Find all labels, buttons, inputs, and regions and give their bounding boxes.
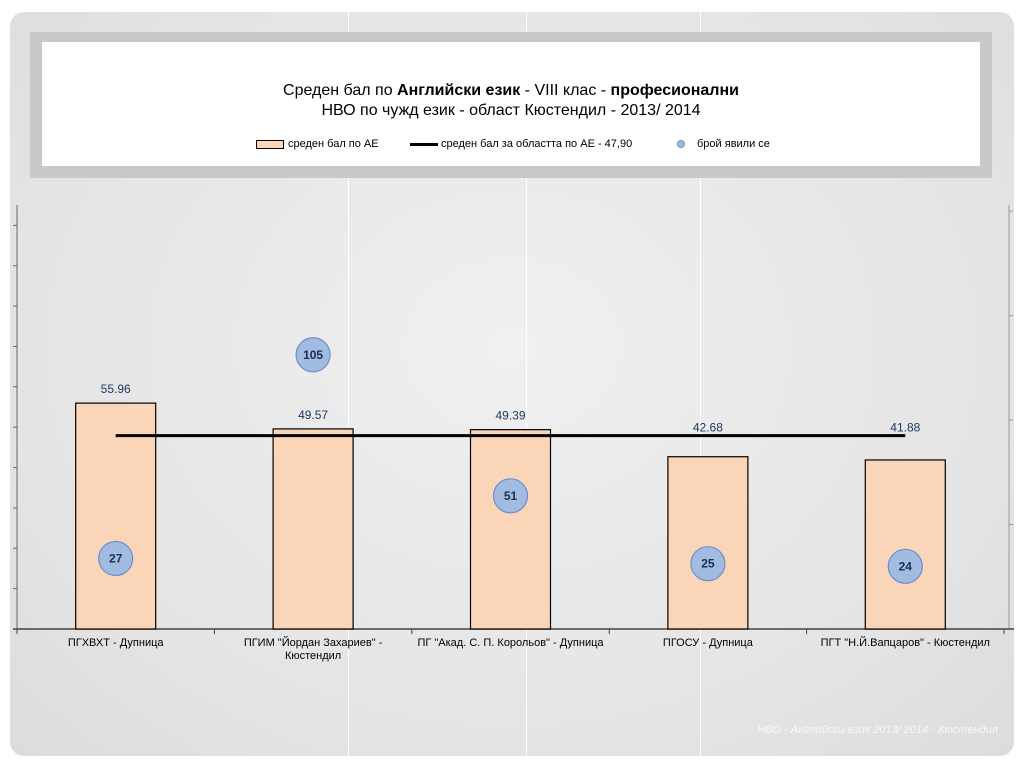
- bar: [272, 428, 354, 630]
- title-part-bold: Английски език: [397, 82, 521, 99]
- chart-plot-area: 55.96 49.57 49.39 42.68 41.88 27 105 51 25 24 ПГХВ…: [13, 205, 1014, 662]
- title-part: - VIII клас -: [520, 82, 611, 99]
- legend-swatch-line: [410, 142, 438, 146]
- legend-swatch-dot: [677, 140, 685, 148]
- slide-background: 55.96 49.57 49.39 42.68 41.88 27 105 51 25 24 ПГХВ…: [10, 12, 1014, 756]
- participants-bubble: [98, 540, 134, 577]
- legend-item-bubbles: брой явили се: [677, 134, 770, 154]
- category-label: ПГ "Акад. С. П. Корольов" - Дупница: [417, 637, 604, 649]
- bar-value-label: 42.68: [693, 421, 723, 435]
- participants-label: 105: [303, 348, 323, 362]
- bar: [469, 429, 552, 630]
- participants-label: 27: [109, 551, 123, 565]
- category-label: ПГИМ "Йордан Захариев" -: [244, 636, 383, 649]
- category-label: ПГХВХТ - Дупница: [68, 637, 165, 649]
- legend-item-line: среден бал за областта по АЕ - 47,90: [410, 134, 632, 154]
- bar-value-label: 49.57: [298, 408, 328, 422]
- bar: [75, 402, 157, 630]
- participants-bubble: [887, 548, 923, 584]
- chart-title-line1: Среден бал по Английски език - VIII клас…: [42, 82, 980, 100]
- legend-item-bars: среден бал по АЕ: [256, 134, 379, 154]
- legend-label: среден бал по АЕ: [288, 138, 379, 150]
- bar: [864, 459, 946, 630]
- participants-label: 25: [701, 557, 715, 571]
- category-label: ПГТ "Н.Й.Вапцаров" - Кюстендил: [821, 636, 990, 649]
- bar-value-label: 41.88: [890, 421, 920, 435]
- title-part: Среден бал по: [283, 82, 398, 99]
- title-part-bold: професионални: [610, 82, 739, 99]
- slide-footer: НВО - Английски език 2013/ 2014 - Кюстен…: [757, 724, 998, 736]
- chart-legend: среден бал по АЕ среден бал за областта …: [42, 134, 980, 154]
- participants-bubble: [492, 478, 529, 514]
- chart-title-line2: НВО по чужд език - област Кюстендил - 20…: [321, 102, 701, 119]
- bar-value-label: 55.96: [101, 382, 131, 396]
- participants-bubble: [295, 337, 331, 373]
- bar: [667, 456, 749, 630]
- participants-label: 51: [504, 489, 518, 503]
- slide-decor-line: [526, 12, 527, 756]
- chart-title-box: Среден бал по Английски език - VIII клас…: [30, 32, 992, 178]
- slide-decor-line: [700, 12, 701, 756]
- legend-swatch-bar: [256, 139, 284, 149]
- category-label: ПГОСУ - Дупница: [663, 637, 754, 649]
- participants-label: 24: [899, 559, 913, 573]
- participants-bubble: [690, 546, 726, 582]
- bar-value-label: 49.39: [495, 409, 525, 423]
- chart-title-panel: Среден бал по Английски език - VIII клас…: [42, 42, 980, 166]
- legend-label: среден бал за областта по АЕ - 47,90: [441, 138, 633, 150]
- legend-label: брой явили се: [697, 138, 770, 150]
- slide-decor-line: [348, 12, 349, 756]
- category-label: Кюстендил: [285, 650, 341, 662]
